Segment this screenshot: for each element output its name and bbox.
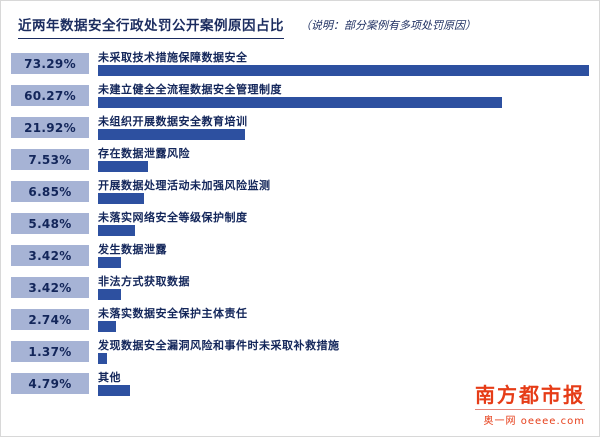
chart-note: （说明：部分案例有多项处罚原因）	[300, 19, 476, 32]
bar-group: 开展数据处理活动未加强风险监测	[98, 179, 589, 204]
bar-group: 未组织开展数据安全教育培训	[98, 115, 589, 140]
percent-badge: 2.74%	[11, 309, 89, 330]
header: 近两年数据安全行政处罚公开案例原因占比 （说明：部分案例有多项处罚原因）	[1, 1, 599, 45]
bar	[98, 353, 108, 364]
percent-badge: 5.48%	[11, 213, 89, 234]
percent-badge: 21.92%	[11, 117, 89, 138]
percent-badge: 6.85%	[11, 181, 89, 202]
bar-group: 其他	[98, 371, 589, 396]
bar	[98, 65, 589, 76]
bar-group: 发现数据安全漏洞风险和事件时未采取补救措施	[98, 339, 589, 364]
brand-logo: 南方都市报 奥一网 oeeee.com	[475, 384, 585, 427]
bar-row: 5.48% 未落实网络安全等级保护制度	[11, 211, 589, 236]
bar-label: 未落实网络安全等级保护制度	[98, 211, 248, 224]
bar-group: 未建立健全全流程数据安全管理制度	[98, 83, 589, 108]
bar	[98, 321, 117, 332]
bar	[98, 193, 144, 204]
bar	[98, 225, 135, 236]
bar-row: 73.29% 未采取技术措施保障数据安全	[11, 51, 589, 76]
bar-group: 存在数据泄露风险	[98, 147, 589, 172]
bar-label: 其他	[98, 371, 121, 384]
brand-name: 南方都市报	[475, 383, 585, 407]
bar-label: 存在数据泄露风险	[98, 147, 190, 160]
bar	[98, 257, 121, 268]
chart-title: 近两年数据安全行政处罚公开案例原因占比	[18, 14, 284, 39]
bar-label: 未组织开展数据安全教育培训	[98, 115, 248, 128]
bar-group: 未落实网络安全等级保护制度	[98, 211, 589, 236]
percent-badge: 3.42%	[11, 277, 89, 298]
bar-row: 4.79% 其他	[11, 371, 589, 396]
bar-row: 3.42% 发生数据泄露	[11, 243, 589, 268]
bar-label: 未建立健全全流程数据安全管理制度	[98, 83, 282, 96]
bar-row: 1.37% 发现数据安全漏洞风险和事件时未采取补救措施	[11, 339, 589, 364]
bar-label: 未落实数据安全保护主体责任	[98, 307, 248, 320]
percent-badge: 7.53%	[11, 149, 89, 170]
percent-badge: 60.27%	[11, 85, 89, 106]
bar-group: 未采取技术措施保障数据安全	[98, 51, 589, 76]
bar-chart: 73.29% 未采取技术措施保障数据安全 60.27% 未建立健全全流程数据安全…	[1, 45, 599, 396]
bar-row: 6.85% 开展数据处理活动未加强风险监测	[11, 179, 589, 204]
bar	[98, 161, 149, 172]
percent-badge: 73.29%	[11, 53, 89, 74]
bar-row: 21.92% 未组织开展数据安全教育培训	[11, 115, 589, 140]
bar-row: 60.27% 未建立健全全流程数据安全管理制度	[11, 83, 589, 108]
bar-group: 发生数据泄露	[98, 243, 589, 268]
percent-badge: 4.79%	[11, 373, 89, 394]
bar	[98, 129, 245, 140]
bar-group: 未落实数据安全保护主体责任	[98, 307, 589, 332]
bar-group: 非法方式获取数据	[98, 275, 589, 300]
bar-label: 开展数据处理活动未加强风险监测	[98, 179, 271, 192]
bar	[98, 385, 131, 396]
bar-label: 未采取技术措施保障数据安全	[98, 51, 248, 64]
brand-tagline: 奥一网 oeeee.com	[475, 409, 585, 427]
bar-label: 发生数据泄露	[98, 243, 167, 256]
bar-row: 2.74% 未落实数据安全保护主体责任	[11, 307, 589, 332]
bar-label: 发现数据安全漏洞风险和事件时未采取补救措施	[98, 339, 340, 352]
bar-row: 7.53% 存在数据泄露风险	[11, 147, 589, 172]
bar	[98, 289, 121, 300]
bar	[98, 97, 502, 108]
bar-row: 3.42% 非法方式获取数据	[11, 275, 589, 300]
bar-label: 非法方式获取数据	[98, 275, 190, 288]
percent-badge: 3.42%	[11, 245, 89, 266]
percent-badge: 1.37%	[11, 341, 89, 362]
